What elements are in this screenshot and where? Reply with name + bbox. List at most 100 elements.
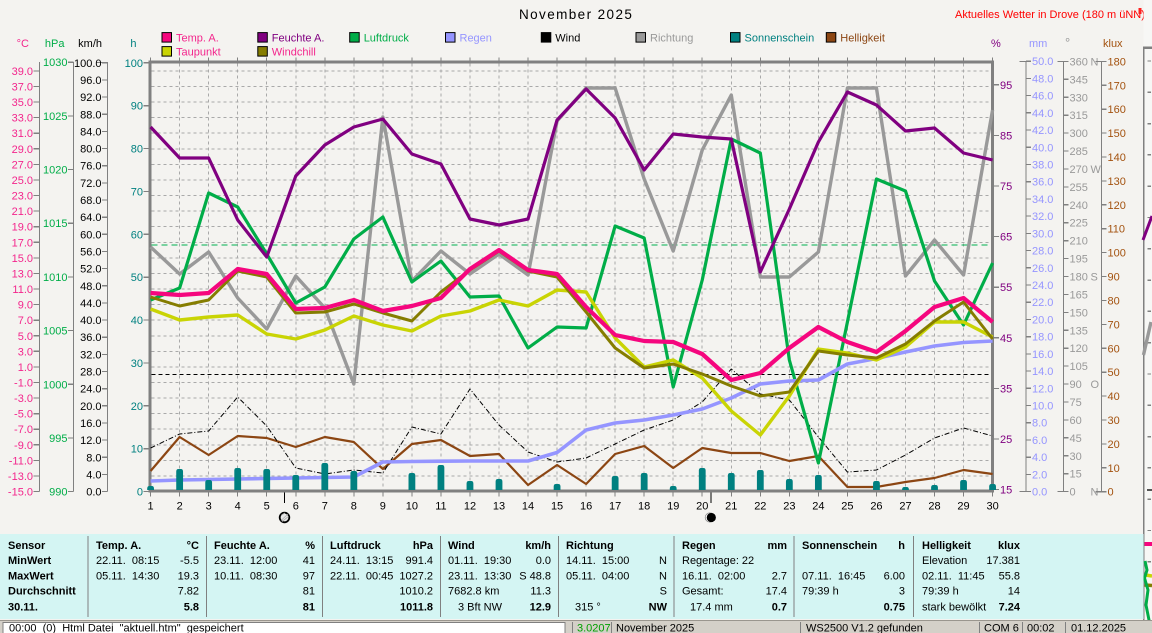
svg-text:105: 105 (1070, 361, 1088, 373)
svg-text:14: 14 (1008, 585, 1020, 597)
svg-text:12.9: 12.9 (530, 602, 551, 614)
svg-text:9.0: 9.0 (18, 300, 33, 312)
svg-text:84.0: 84.0 (80, 126, 101, 138)
svg-text:1: 1 (148, 501, 154, 513)
svg-text:23.11. 12:00: 23.11. 12:00 (214, 555, 277, 567)
svg-text:150: 150 (1070, 307, 1088, 319)
svg-text:Temp. A.: Temp. A. (96, 540, 141, 552)
svg-text:01.12.2025: 01.12.2025 (1071, 623, 1126, 633)
svg-text:1005: 1005 (43, 326, 67, 338)
svg-text:15: 15 (1070, 469, 1082, 481)
svg-text:24.0: 24.0 (80, 384, 101, 396)
svg-text:88.0: 88.0 (80, 109, 101, 121)
svg-text:klux: klux (1103, 38, 1123, 50)
svg-text:14.11. 15:00: 14.11. 15:00 (566, 555, 629, 567)
svg-text:S: S (1091, 272, 1098, 284)
svg-text:3.0207: 3.0207 (577, 623, 611, 633)
svg-text:30: 30 (1108, 415, 1120, 427)
svg-text:29.0: 29.0 (12, 144, 33, 156)
svg-text:17.0: 17.0 (12, 237, 33, 249)
svg-text:W: W (1091, 164, 1102, 176)
svg-text:21.0: 21.0 (12, 206, 33, 218)
svg-text:210: 210 (1070, 236, 1088, 248)
svg-text:4.0: 4.0 (1032, 452, 1047, 464)
svg-text:COM 6: COM 6 (984, 623, 1019, 633)
svg-text:60: 60 (1108, 343, 1120, 355)
svg-text:-5.5: -5.5 (180, 555, 199, 567)
svg-text:6.00: 6.00 (884, 570, 905, 582)
svg-text:20: 20 (131, 401, 143, 413)
svg-text:WS2500 V1.2 gefunden: WS2500 V1.2 gefunden (806, 623, 923, 633)
svg-text:33.0: 33.0 (12, 113, 33, 125)
svg-text:25.0: 25.0 (12, 175, 33, 187)
svg-text:35.0: 35.0 (12, 97, 33, 109)
svg-text:0: 0 (1070, 487, 1076, 499)
svg-text:1027.2: 1027.2 (399, 570, 433, 582)
svg-text:35: 35 (1000, 383, 1012, 395)
svg-text:16.0: 16.0 (80, 418, 101, 430)
svg-text:Durchschnitt: Durchschnitt (8, 585, 76, 597)
svg-text:-5.0: -5.0 (14, 409, 33, 421)
svg-text:Wind: Wind (555, 33, 580, 45)
svg-text:150: 150 (1108, 128, 1126, 140)
svg-text:11: 11 (435, 501, 446, 513)
svg-text:Helligkeit: Helligkeit (840, 33, 885, 45)
svg-text:90: 90 (1108, 272, 1120, 284)
svg-text:5.0: 5.0 (18, 331, 33, 343)
svg-text:1011.8: 1011.8 (400, 602, 433, 614)
svg-text:Richtung: Richtung (650, 33, 693, 45)
svg-text:1020: 1020 (43, 165, 67, 177)
svg-text:3: 3 (206, 501, 212, 513)
svg-text:15: 15 (1000, 485, 1012, 497)
svg-text:%: % (991, 38, 1001, 50)
svg-text:92.0: 92.0 (80, 92, 101, 104)
svg-text:16.11. 02:00: 16.11. 02:00 (682, 570, 745, 582)
svg-text:2: 2 (177, 501, 183, 513)
svg-text:4.0: 4.0 (86, 469, 101, 481)
svg-text:h: h (130, 38, 136, 50)
svg-text:Luftdruck: Luftdruck (330, 540, 382, 552)
svg-text:64.0: 64.0 (80, 212, 101, 224)
svg-text:81: 81 (303, 602, 315, 614)
svg-text:NW: NW (649, 602, 668, 614)
svg-text:24.0: 24.0 (1032, 280, 1053, 292)
svg-text:°: ° (1065, 35, 1070, 50)
svg-text:17.4 mm: 17.4 mm (690, 602, 733, 614)
svg-text:1010.2: 1010.2 (399, 585, 433, 597)
svg-text:1015: 1015 (43, 218, 67, 230)
svg-text:22.0: 22.0 (1032, 297, 1053, 309)
svg-text:18: 18 (638, 501, 650, 513)
svg-text:7.24: 7.24 (999, 602, 1021, 614)
svg-text:Helligkeit: Helligkeit (922, 540, 971, 552)
svg-text:Regen: Regen (460, 33, 492, 45)
svg-text:330: 330 (1070, 92, 1088, 104)
svg-text:22.11. 00:45: 22.11. 00:45 (330, 570, 393, 582)
svg-text:28: 28 (928, 501, 940, 513)
svg-text:52.0: 52.0 (80, 264, 101, 276)
svg-text:42.0: 42.0 (1032, 125, 1053, 137)
svg-text:17: 17 (609, 501, 621, 513)
svg-text:S 48.8: S 48.8 (519, 570, 551, 582)
svg-text:100.0: 100.0 (74, 58, 102, 70)
svg-text:3.0: 3.0 (18, 346, 33, 358)
svg-text:7.0: 7.0 (18, 315, 33, 327)
svg-text:-11.0: -11.0 (9, 455, 33, 467)
svg-text:97: 97 (303, 570, 315, 582)
svg-text:Sensor: Sensor (8, 540, 46, 552)
svg-text:MinWert: MinWert (8, 555, 52, 567)
svg-text:N: N (1091, 487, 1099, 499)
svg-text:stark bewölkt: stark bewölkt (922, 602, 986, 614)
svg-text:37.0: 37.0 (12, 81, 33, 93)
svg-text:130: 130 (1108, 176, 1126, 188)
svg-text:°C: °C (17, 38, 29, 50)
svg-text:27.0: 27.0 (12, 159, 33, 171)
svg-text:23.11. 13:30: 23.11. 13:30 (448, 570, 511, 582)
svg-text:25: 25 (841, 501, 853, 513)
svg-text:0.0: 0.0 (1032, 487, 1047, 499)
svg-text:1.0: 1.0 (18, 362, 33, 374)
svg-text:79:39 h: 79:39 h (802, 585, 839, 597)
svg-text:mm: mm (1029, 38, 1047, 50)
svg-text:12: 12 (464, 501, 476, 513)
svg-text:16: 16 (580, 501, 592, 513)
svg-text:10.11. 08:30: 10.11. 08:30 (214, 570, 277, 582)
